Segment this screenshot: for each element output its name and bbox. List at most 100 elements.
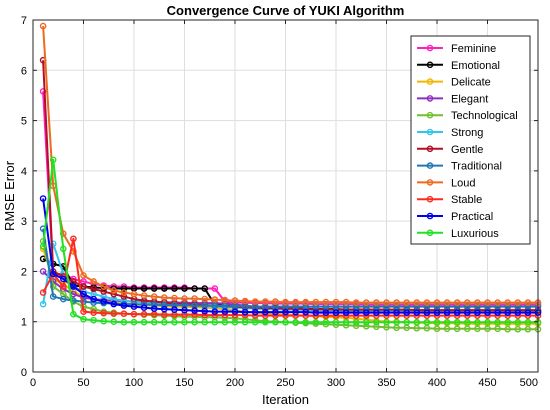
data-point — [514, 303, 522, 310]
legend-swatch-marker — [426, 162, 434, 169]
legend-entry: Elegant — [417, 93, 488, 105]
data-point — [433, 309, 441, 316]
data-point — [60, 295, 67, 303]
series-practical — [39, 195, 542, 316]
data-point — [90, 295, 97, 303]
data-point — [393, 318, 400, 326]
legend-entry: Luxurious — [417, 228, 499, 240]
data-point — [191, 295, 198, 302]
data-point — [342, 318, 350, 326]
data-point — [463, 309, 471, 316]
data-point — [100, 317, 107, 325]
data-point — [504, 309, 512, 316]
data-point — [282, 318, 289, 326]
data-point — [352, 303, 360, 310]
x-tick-label: 50 — [77, 377, 89, 389]
data-point — [342, 298, 350, 306]
data-point — [484, 325, 491, 333]
legend-label: Loud — [451, 177, 475, 189]
x-tick-label: 100 — [125, 377, 143, 389]
legend-entry: Delicate — [417, 77, 491, 89]
data-point — [524, 303, 532, 310]
data-point — [494, 299, 501, 306]
series-luxurious — [39, 156, 542, 326]
data-point — [171, 285, 178, 292]
data-point — [514, 299, 522, 306]
legend-swatch-marker — [426, 111, 434, 119]
data-point — [201, 318, 208, 326]
data-point — [514, 318, 522, 326]
data-point — [312, 298, 320, 306]
data-point — [191, 311, 198, 318]
data-point — [484, 309, 491, 316]
legend-label: Practical — [451, 211, 493, 223]
data-point — [110, 310, 118, 317]
y-tick-label: 1 — [21, 317, 27, 329]
data-point — [393, 309, 400, 316]
data-point — [524, 325, 532, 333]
legend-swatch-marker — [426, 229, 434, 237]
data-point — [150, 285, 158, 292]
legend-entry: Traditional — [417, 161, 502, 173]
data-point — [211, 318, 219, 326]
data-point — [393, 299, 400, 306]
data-point — [49, 270, 57, 278]
data-point — [504, 318, 512, 326]
data-point — [443, 299, 451, 306]
data-point — [150, 318, 158, 326]
data-point — [211, 296, 219, 303]
data-point — [352, 309, 360, 316]
data-point — [221, 296, 229, 304]
y-tick-label: 5 — [21, 116, 27, 128]
data-point — [120, 318, 128, 326]
data-point — [312, 318, 320, 326]
data-point — [413, 309, 421, 316]
data-point — [251, 308, 259, 316]
data-point — [221, 308, 229, 315]
data-point — [403, 309, 411, 316]
data-point — [484, 299, 491, 306]
data-point — [39, 88, 47, 95]
data-point — [524, 309, 532, 316]
legend-swatch-marker — [426, 78, 434, 85]
data-point — [494, 318, 501, 326]
data-point — [201, 307, 208, 315]
legend-label: Gentle — [451, 144, 483, 156]
data-point — [332, 318, 340, 326]
x-tick-label: 200 — [226, 377, 244, 389]
legend-swatch-marker — [426, 95, 434, 102]
data-point — [292, 298, 299, 306]
axis-ticks: 0 50 100 150 200 250 300 350 400 450 500 0 1 2 3 4 5 6 7 — [21, 15, 539, 389]
data-point — [181, 318, 188, 326]
data-point — [251, 298, 259, 305]
data-point — [49, 240, 57, 248]
data-point — [423, 299, 431, 306]
x-tick-label: 250 — [276, 377, 294, 389]
legend-label: Delicate — [451, 77, 491, 89]
y-tick-label: 4 — [21, 166, 27, 178]
legend-swatch-marker — [426, 179, 434, 186]
legend-entry: Loud — [417, 177, 475, 189]
legend-box — [410, 35, 531, 245]
data-point — [211, 308, 219, 315]
data-point — [49, 293, 57, 300]
data-point — [474, 299, 481, 306]
data-point — [383, 303, 390, 310]
legend-swatch-marker — [426, 128, 434, 136]
x-tick-label: 150 — [175, 377, 193, 389]
data-point — [201, 295, 208, 303]
data-point — [100, 283, 107, 290]
data-point — [272, 298, 279, 305]
data-point — [39, 22, 47, 30]
data-point — [383, 299, 390, 306]
data-point — [463, 318, 471, 326]
data-point — [302, 318, 310, 326]
data-point — [453, 303, 461, 310]
x-tick-label: 400 — [428, 377, 446, 389]
data-point — [160, 318, 168, 326]
data-point — [423, 324, 431, 332]
data-point — [171, 294, 178, 302]
data-point — [393, 303, 400, 310]
data-point — [140, 310, 148, 318]
series-line — [42, 158, 538, 324]
